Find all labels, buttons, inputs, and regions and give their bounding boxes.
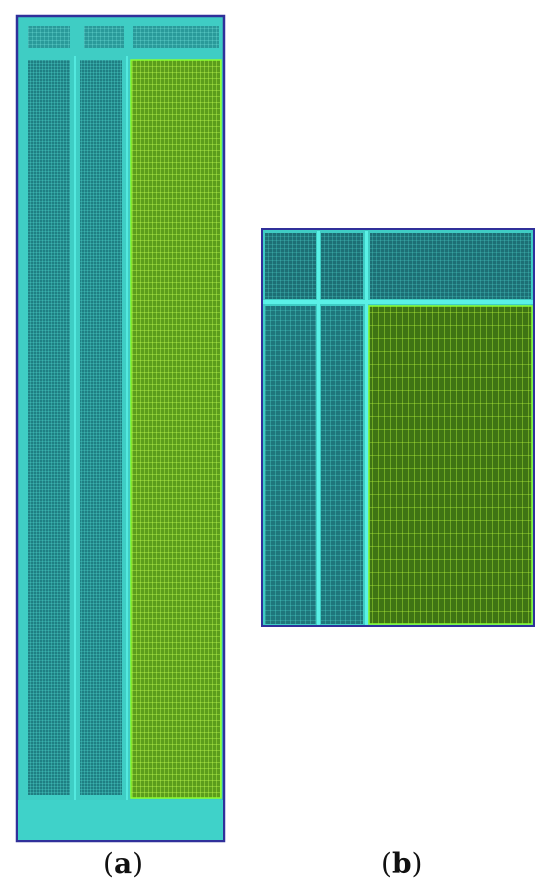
panel-b-coarse-block [368, 305, 533, 625]
panel-a-dense-column-1 [28, 60, 70, 795]
panel-a-top-block-3 [133, 26, 219, 48]
panel-a-coarse-block [130, 59, 222, 799]
panel-a-top-block-2 [84, 26, 124, 48]
panel-a-caption: (a) [103, 850, 143, 878]
panel-b-top-block-2 [321, 233, 363, 299]
panel-a-caption-open: ( [103, 847, 114, 880]
panel-b-caption-close: ) [411, 847, 423, 880]
panel-b-dense-column-1 [265, 306, 316, 624]
panel-b-caption-letter: b [391, 847, 412, 880]
panel-b-caption-open: ( [381, 847, 392, 880]
panel-a-dense-column-2 [80, 60, 122, 795]
panel-b-dense-column-2 [321, 306, 363, 624]
panel-b-mesh [261, 228, 535, 627]
panel-b-top-block-1 [265, 233, 316, 299]
panel-b-top-block-3 [370, 233, 531, 299]
panel-a-caption-letter: a [113, 847, 133, 880]
panel-a-mesh [15, 14, 226, 843]
panel-a-top-block-1 [28, 26, 70, 48]
panel-b-caption: (b) [381, 850, 422, 878]
panel-a-bottom-band [18, 800, 223, 840]
panel-a-caption-close: ) [132, 847, 144, 880]
